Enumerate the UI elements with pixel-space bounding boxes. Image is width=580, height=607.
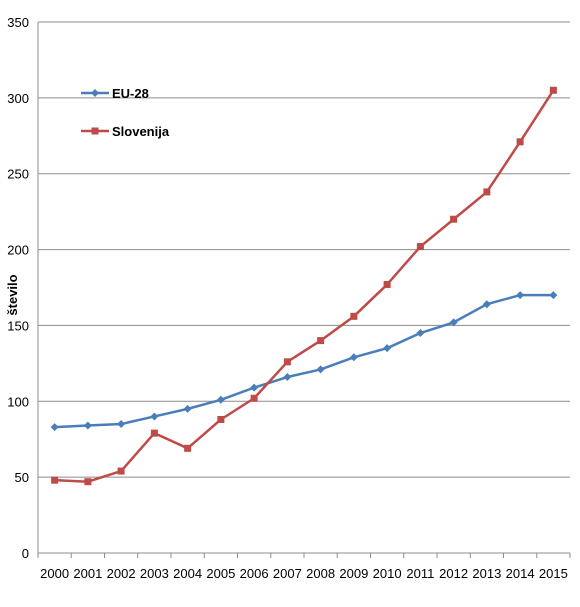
data-point [449, 318, 458, 327]
gridlines [38, 21, 570, 478]
x-tick-label: 2014 [506, 566, 535, 581]
legend: EU-28 Slovenija [81, 86, 170, 139]
data-point [250, 383, 259, 392]
y-tick-label: 250 [7, 167, 29, 182]
data-point [416, 329, 425, 338]
data-point [283, 373, 292, 382]
data-point [350, 312, 358, 320]
data-point [51, 476, 59, 484]
y-axis-title: število [5, 274, 20, 315]
x-tick-label: 2000 [40, 566, 69, 581]
y-tick-label: 300 [7, 91, 29, 106]
legend-entry: EU-28 [81, 86, 149, 101]
y-tick-label: 150 [7, 318, 29, 333]
series-line [54, 89, 555, 483]
x-tick-label: 2009 [339, 566, 368, 581]
data-point [283, 358, 291, 366]
data-point [349, 353, 358, 362]
legend-swatch-marker [91, 127, 99, 135]
data-point [516, 138, 524, 146]
data-point [416, 243, 424, 251]
series-line [54, 293, 554, 429]
y-tick-label: 0 [22, 546, 29, 561]
data-point [383, 280, 391, 288]
data-point [383, 344, 392, 353]
x-tick-label: 2013 [472, 566, 501, 581]
data-point [83, 421, 92, 430]
data-point [50, 423, 59, 432]
x-tick-label: 2005 [206, 566, 235, 581]
data-point [516, 291, 525, 300]
x-tick-label: 2001 [73, 566, 102, 581]
x-tick-label: 2012 [439, 566, 468, 581]
data-point [549, 291, 558, 300]
data-point [184, 444, 192, 452]
x-tick-label: 2006 [240, 566, 269, 581]
x-tick-label: 2007 [273, 566, 302, 581]
y-tick-labels: 0 50 100 150 200 250 300 350 [7, 15, 29, 561]
legend-entry: Slovenija [81, 124, 170, 139]
data-point [482, 300, 491, 309]
y-tick-label: 100 [7, 394, 29, 409]
series-slovenija [51, 86, 557, 486]
x-tick-label: 2010 [373, 566, 402, 581]
x-tick-labels: 2000 2001 2002 2003 2004 2005 2006 2007 2008 2009… [37, 553, 571, 581]
data-point [216, 395, 225, 404]
data-point [317, 337, 325, 345]
data-point [117, 467, 125, 475]
y-tick-label: 50 [15, 470, 29, 485]
data-point [316, 365, 325, 374]
x-tick-label: 2003 [140, 566, 169, 581]
data-point [483, 188, 491, 196]
data-point [549, 86, 557, 94]
data-point [450, 215, 458, 223]
data-point [250, 394, 258, 402]
series-eu-28 [50, 291, 558, 432]
x-tick-label: 2015 [539, 566, 568, 581]
x-tick-label: 2004 [173, 566, 202, 581]
x-tick-label: 2002 [107, 566, 136, 581]
data-point [84, 478, 92, 486]
data-point [150, 412, 159, 421]
y-tick-label: 200 [7, 243, 29, 258]
data-point [117, 420, 126, 429]
legend-swatch-marker [91, 89, 99, 97]
y-tick-label: 350 [7, 15, 29, 30]
data-point [150, 429, 158, 437]
x-tick-label: 2011 [406, 566, 434, 581]
x-tick-label: 2008 [306, 566, 335, 581]
series-lines [50, 86, 558, 486]
data-point [183, 404, 192, 413]
legend-label: Slovenija [112, 124, 170, 139]
data-point [217, 415, 225, 423]
legend-label: EU-28 [112, 86, 149, 101]
